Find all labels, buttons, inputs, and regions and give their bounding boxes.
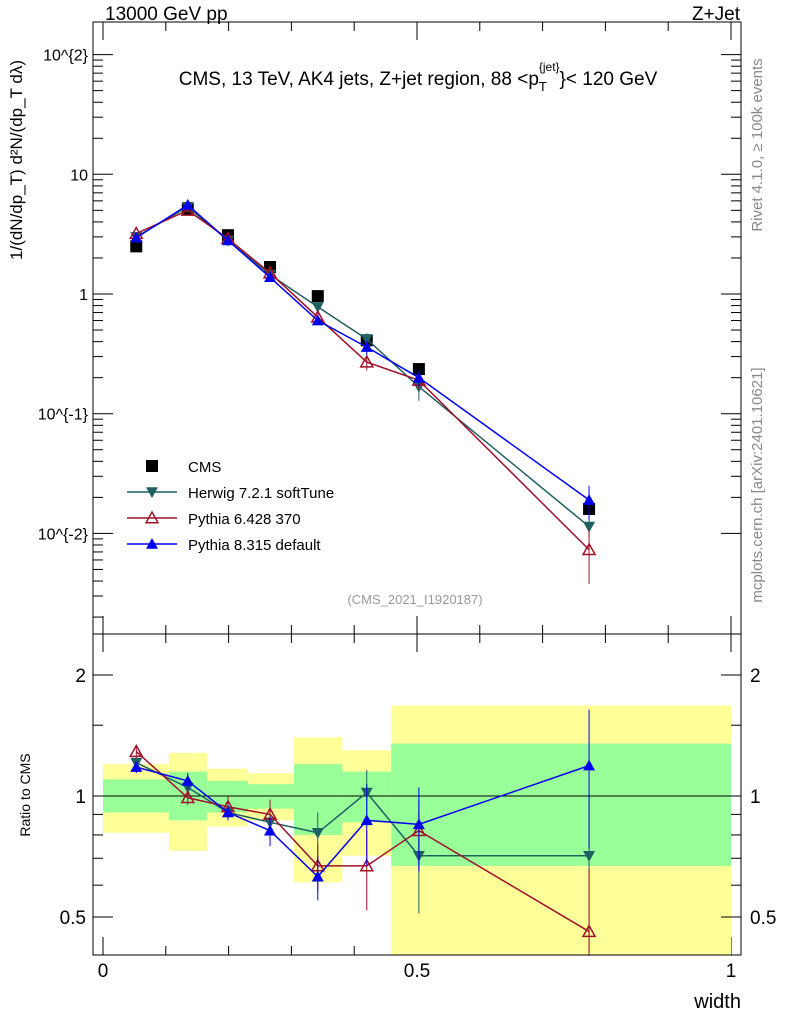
marker-triangle-up bbox=[412, 371, 425, 383]
marker-square bbox=[412, 363, 425, 376]
header-left: 13000 GeV pp bbox=[105, 4, 228, 25]
series-line bbox=[135, 205, 590, 528]
marker-triangle-up bbox=[130, 231, 143, 243]
marker-triangle-up-open bbox=[180, 202, 196, 216]
ratio-y-tick-label-right: 1 bbox=[750, 787, 761, 808]
legend-label: Herwig 7.2.1 softTune bbox=[188, 485, 334, 502]
marker-triangle-down bbox=[360, 334, 373, 346]
marker-triangle-up-open bbox=[581, 924, 597, 938]
marker-triangle-up bbox=[130, 761, 143, 772]
ratio-series-line bbox=[135, 762, 590, 857]
y-tick-label: 10^{-1} bbox=[38, 407, 89, 424]
marker-triangle-up-open bbox=[581, 542, 597, 556]
marker-triangle-up bbox=[221, 234, 234, 246]
marker-triangle-up-open bbox=[359, 858, 375, 872]
marker-triangle-up bbox=[583, 494, 596, 505]
ratio-series-line bbox=[135, 750, 590, 933]
marker-triangle-up bbox=[583, 759, 596, 771]
marker-triangle-up-open bbox=[180, 790, 196, 804]
marker-triangle-up bbox=[264, 824, 277, 836]
series-pythia-8-315-default bbox=[130, 198, 596, 520]
marker-triangle-up-open bbox=[129, 744, 144, 758]
y-tick-label: 10 bbox=[70, 167, 88, 184]
legend-entry: CMS bbox=[146, 459, 221, 476]
legend-entry: Pythia 8.315 default bbox=[127, 537, 321, 554]
analysis-annotation: (CMS_2021_I1920187) bbox=[347, 592, 482, 607]
uncertainty-band-green bbox=[391, 743, 731, 866]
marker-triangle-up-open bbox=[359, 354, 375, 368]
marker-triangle-up bbox=[181, 774, 194, 786]
marker-triangle-down bbox=[311, 827, 324, 839]
ratio-frame bbox=[92, 633, 742, 956]
legend-label: Pythia 8.315 default bbox=[188, 537, 321, 554]
y-tick-label: 10^{2} bbox=[43, 48, 89, 65]
ratio-y-tick-label-right: 0.5 bbox=[750, 908, 776, 929]
y-axis-label: 1/(dN/dp_T) d²N/(dp_T dλ) bbox=[7, 60, 26, 260]
marker-triangle-up bbox=[311, 870, 324, 882]
ratio-series-line bbox=[136, 764, 590, 878]
x-tick-label: 0 bbox=[98, 961, 109, 982]
marker-triangle-up bbox=[311, 314, 324, 326]
ratio-series bbox=[130, 709, 596, 901]
series-line bbox=[135, 203, 590, 501]
marker-triangle-down bbox=[311, 302, 324, 313]
legend-label: Pythia 6.428 370 bbox=[188, 511, 301, 528]
ratio-y-label: Ratio to CMS bbox=[17, 753, 33, 836]
marker-triangle-up bbox=[360, 341, 373, 352]
legend-entry: Herwig 7.2.1 softTune bbox=[127, 485, 334, 502]
y-tick-label: 10^{-2} bbox=[38, 526, 89, 543]
marker-triangle-up bbox=[264, 271, 277, 283]
chart-title: CMS, 13 TeV, AK4 jets, Z+jet region, 88 … bbox=[179, 60, 658, 94]
legend-entry: Pythia 6.428 370 bbox=[127, 510, 301, 528]
mcplots-label: mcplots.cern.ch [arXiv:2401.10621] bbox=[749, 367, 766, 602]
marker-square bbox=[146, 460, 158, 472]
marker-triangle-up bbox=[412, 818, 425, 830]
marker-triangle-up bbox=[221, 806, 234, 818]
marker-triangle-up bbox=[181, 198, 194, 210]
marker-triangle-down bbox=[583, 850, 596, 862]
header-right: Z+Jet bbox=[692, 4, 741, 25]
marker-triangle-up bbox=[146, 538, 158, 549]
marker-triangle-down bbox=[146, 487, 158, 498]
ratio-y-tick-label-right: 2 bbox=[750, 666, 761, 687]
marker-triangle-up bbox=[360, 814, 373, 826]
marker-triangle-up-open bbox=[144, 510, 160, 524]
marker-square bbox=[130, 240, 143, 253]
marker-square bbox=[311, 290, 324, 303]
x-tick-label: 0.5 bbox=[404, 961, 430, 982]
ratio-y-tick-label: 1 bbox=[75, 787, 86, 808]
x-tick-label: 1 bbox=[726, 961, 737, 982]
y-tick-label: 1 bbox=[79, 287, 88, 304]
ratio-y-tick-label: 2 bbox=[75, 666, 86, 687]
rivet-label: Rivet 4.1.0, ≥ 100k events bbox=[749, 58, 766, 231]
marker-triangle-down bbox=[583, 521, 596, 533]
ratio-y-tick-label: 0.5 bbox=[60, 908, 86, 929]
x-axis-label: width bbox=[693, 991, 741, 1013]
legend-label: CMS bbox=[188, 459, 221, 476]
